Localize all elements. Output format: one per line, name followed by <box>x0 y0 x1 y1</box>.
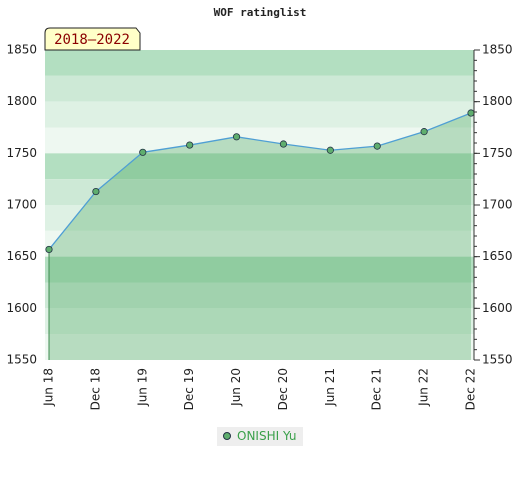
x-tick-label: Dec 18 <box>88 368 102 410</box>
y2-tick-label: 1650 <box>482 249 513 263</box>
area <box>49 113 471 361</box>
band <box>45 205 474 231</box>
x-tick-label: Jun 19 <box>135 368 149 407</box>
y-tick-label: 1600 <box>6 301 37 315</box>
y2-tick-label: 1750 <box>482 146 513 160</box>
x-tick-label: Dec 21 <box>370 368 384 410</box>
x-tick-label: Jun 18 <box>42 368 56 407</box>
y-tick-label: 1800 <box>6 94 37 108</box>
marker <box>45 245 53 254</box>
y2-tick-label: 1850 <box>482 43 513 57</box>
band <box>45 256 474 283</box>
x-tick-label: Jun 20 <box>229 368 243 407</box>
y-tick-label: 1650 <box>6 249 37 263</box>
y2-tick-label: 1800 <box>482 94 513 108</box>
band <box>45 308 474 335</box>
annotation-text: 2018–2022 <box>54 32 130 48</box>
legend-label: ONISHI Yu <box>237 429 297 443</box>
x-tick-label: Jun 22 <box>417 368 431 407</box>
band <box>45 179 474 205</box>
marker <box>186 141 194 149</box>
marker <box>92 187 100 196</box>
x-tick-label: Dec 20 <box>276 368 290 410</box>
marker <box>326 146 334 154</box>
marker <box>139 148 147 156</box>
band <box>45 50 474 76</box>
band <box>45 282 474 309</box>
marker <box>467 109 475 117</box>
band <box>45 230 474 257</box>
marker <box>373 142 381 150</box>
x-tick-label: Jun 21 <box>323 368 337 407</box>
chart-title: WOF ratinglist <box>214 6 307 19</box>
x-tick-label: Dec 22 <box>464 368 478 410</box>
band <box>45 75 474 102</box>
marker <box>232 133 241 141</box>
y-tick-label: 1850 <box>6 43 37 57</box>
y-tick-label: 1700 <box>6 198 37 212</box>
legend: ONISHI Yu <box>217 427 303 446</box>
legend-swatch <box>223 432 231 440</box>
marker <box>420 128 428 136</box>
y2-tick-label: 1550 <box>482 353 513 367</box>
marker <box>279 140 288 148</box>
y2-tick-label: 1600 <box>482 301 513 315</box>
x-tick-label: Dec 19 <box>182 368 196 410</box>
band <box>45 334 474 360</box>
y2-tick-label: 1700 <box>482 198 513 212</box>
y-tick-label: 1750 <box>6 146 37 160</box>
y-tick-label: 1550 <box>6 353 37 367</box>
annotation-box <box>44 27 141 51</box>
line <box>48 112 472 250</box>
annotation: 2018–2022 <box>44 27 141 51</box>
band <box>45 101 474 128</box>
